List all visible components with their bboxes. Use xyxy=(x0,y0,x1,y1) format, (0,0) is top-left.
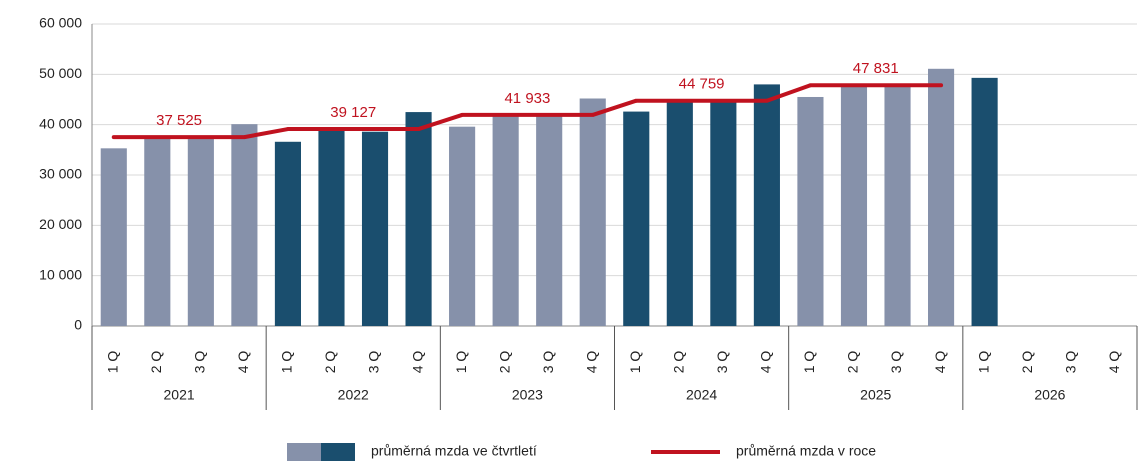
group-label: 2022 xyxy=(338,387,369,403)
x-tick-label: 1 Q xyxy=(627,351,643,374)
y-tick-label: 10 000 xyxy=(39,266,82,282)
bar xyxy=(623,111,650,326)
line-connector xyxy=(766,83,812,103)
y-tick-label: 50 000 xyxy=(39,65,82,81)
data-label: 44 759 xyxy=(679,76,725,93)
legend-label: průměrná mzda ve čtvrtletí xyxy=(371,443,537,459)
x-tick-label: 1 Q xyxy=(975,351,991,374)
bar xyxy=(884,86,911,327)
x-tick-label: 2 Q xyxy=(496,351,512,374)
bar xyxy=(666,98,693,326)
bar xyxy=(536,116,563,326)
x-tick-label: 1 Q xyxy=(801,351,817,374)
x-tick-label: 2 Q xyxy=(845,351,861,374)
x-tick-label: 2 Q xyxy=(148,351,164,374)
y-tick-label: 0 xyxy=(74,317,82,333)
group-label: 2025 xyxy=(860,387,891,403)
line-connector xyxy=(244,127,289,140)
x-tick-label: 3 Q xyxy=(714,351,730,374)
legend-label: průměrná mzda v roce xyxy=(736,443,876,459)
bar xyxy=(579,98,606,326)
group-label: 2024 xyxy=(686,387,717,403)
bar xyxy=(928,68,955,327)
x-tick-label: 4 Q xyxy=(409,351,425,374)
x-tick-label: 3 Q xyxy=(1062,351,1078,374)
x-tick-label: 1 Q xyxy=(453,351,469,374)
group-label: 2026 xyxy=(1034,387,1065,403)
bar xyxy=(449,126,476,327)
bar xyxy=(231,124,258,326)
x-tick-label: 1 Q xyxy=(104,351,120,374)
bar xyxy=(187,138,214,326)
bar xyxy=(318,127,345,326)
legend-swatch xyxy=(321,443,355,461)
data-label: 47 831 xyxy=(853,60,899,77)
bar xyxy=(100,148,127,326)
y-tick-label: 20 000 xyxy=(39,216,82,232)
y-tick-label: 40 000 xyxy=(39,115,82,131)
group-label: 2021 xyxy=(164,387,195,403)
y-tick-label: 60 000 xyxy=(39,15,82,31)
bar xyxy=(405,112,432,326)
legend-swatch xyxy=(287,443,321,461)
bar xyxy=(971,77,998,327)
data-label: 41 933 xyxy=(504,90,550,107)
x-tick-label: 2 Q xyxy=(1019,351,1035,374)
data-label: 39 127 xyxy=(330,104,376,121)
x-tick-label: 2 Q xyxy=(671,351,687,374)
x-tick-label: 4 Q xyxy=(758,351,774,374)
bar xyxy=(753,84,780,327)
group-label: 2023 xyxy=(512,387,543,403)
x-tick-label: 2 Q xyxy=(322,351,338,374)
x-tick-label: 4 Q xyxy=(932,351,948,374)
line-connector xyxy=(592,98,637,117)
bar xyxy=(361,131,389,326)
x-tick-label: 4 Q xyxy=(235,351,251,374)
bar xyxy=(492,114,519,326)
line-connector xyxy=(417,113,463,131)
x-tick-label: 3 Q xyxy=(888,351,904,374)
x-tick-label: 3 Q xyxy=(366,351,382,374)
bar xyxy=(274,141,301,326)
x-tick-label: 4 Q xyxy=(1106,351,1122,374)
bar xyxy=(797,96,824,326)
bar xyxy=(710,101,737,326)
x-tick-label: 4 Q xyxy=(583,351,599,374)
y-tick-label: 30 000 xyxy=(39,166,82,182)
x-tick-label: 1 Q xyxy=(279,351,295,374)
x-tick-label: 3 Q xyxy=(192,351,208,374)
bar xyxy=(144,137,171,326)
x-tick-label: 3 Q xyxy=(540,351,556,374)
bar xyxy=(840,85,868,326)
data-label: 37 525 xyxy=(156,112,202,129)
